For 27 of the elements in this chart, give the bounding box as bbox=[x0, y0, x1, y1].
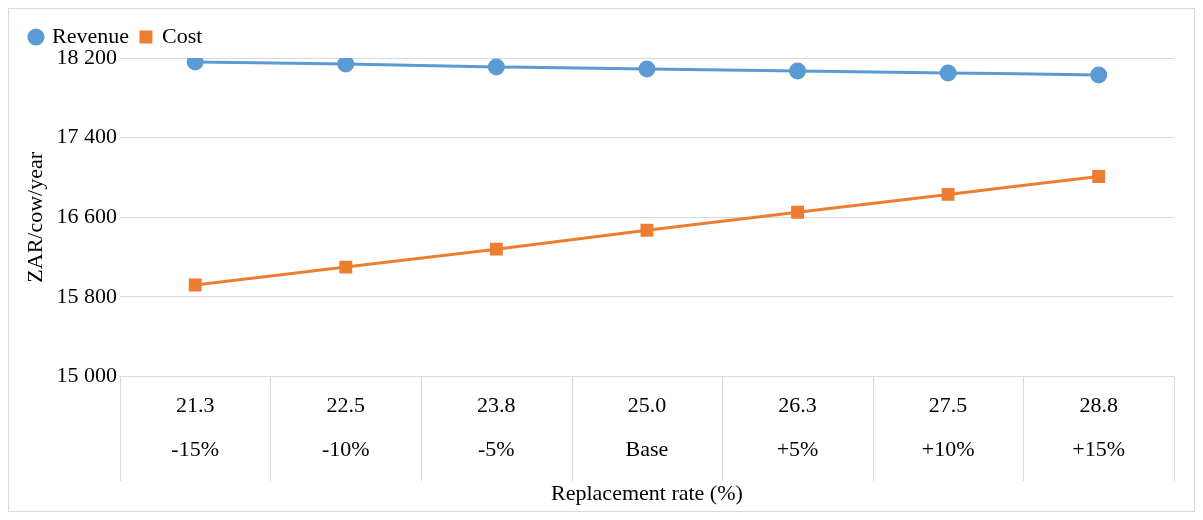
point bbox=[939, 64, 957, 82]
y-tick-label: 15 800 bbox=[56, 282, 117, 308]
x-tick-label: 25.0 Base bbox=[625, 392, 669, 462]
y-tick-label: 15 000 bbox=[56, 362, 117, 388]
x-tick-label: 22.5 -10% bbox=[321, 392, 370, 462]
x-tick-label: 26.3 +5% bbox=[776, 392, 819, 462]
x-axis-title: Replacement rate (%) bbox=[551, 479, 743, 505]
legend-label: Cost bbox=[161, 22, 203, 48]
point bbox=[791, 205, 804, 219]
x-tick-label: 21.3 -15% bbox=[171, 392, 220, 462]
y-axis-title: ZAR/cow/year bbox=[21, 151, 47, 283]
point bbox=[339, 260, 353, 274]
y-tick-label: 16 600 bbox=[56, 203, 117, 229]
point bbox=[188, 278, 202, 292]
y-tick-label: 17 400 bbox=[56, 123, 117, 149]
x-tick-label: 28.8 +15% bbox=[1072, 392, 1126, 462]
x-tick-label: 27.5 +10% bbox=[921, 392, 975, 462]
x-tick-label: 23.8 -5% bbox=[477, 392, 516, 462]
point bbox=[638, 60, 656, 78]
point bbox=[487, 58, 505, 76]
point bbox=[1092, 170, 1106, 183]
point bbox=[941, 187, 955, 201]
point bbox=[489, 242, 503, 256]
point bbox=[337, 58, 355, 73]
point bbox=[789, 62, 807, 80]
point bbox=[1090, 66, 1108, 84]
point bbox=[640, 223, 654, 237]
